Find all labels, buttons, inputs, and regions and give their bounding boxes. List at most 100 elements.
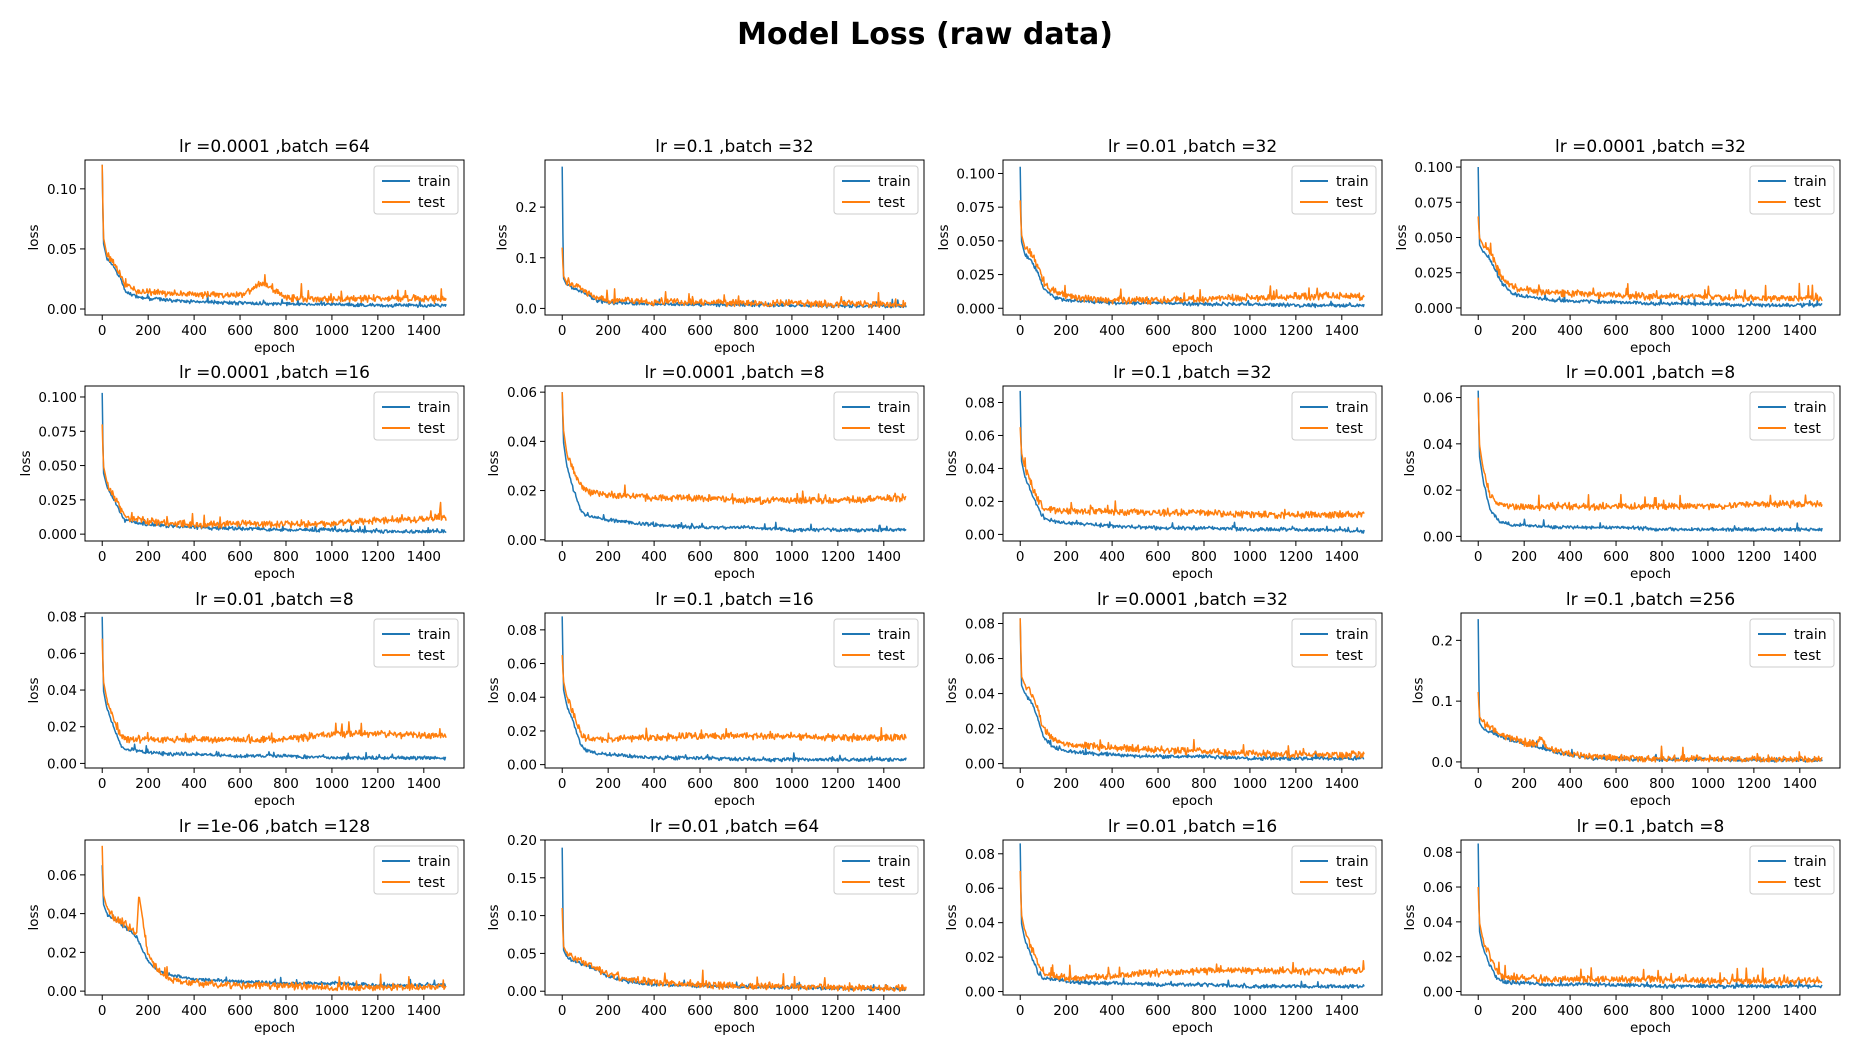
y-tick-label: 0.075: [956, 200, 995, 216]
legend-label-test: test: [1336, 648, 1363, 664]
x-tick-label: 1400: [1325, 1003, 1359, 1019]
x-axis-label: epoch: [1172, 566, 1213, 582]
y-tick-label: 0.00: [965, 985, 995, 1001]
y-tick-label: 0.000: [1414, 301, 1453, 317]
plot-frame: [544, 612, 925, 769]
y-axis-label: loss: [944, 904, 960, 930]
x-tick-label: 0: [1474, 1003, 1483, 1019]
y-axis-label: loss: [486, 904, 502, 930]
plot-frame: [1002, 612, 1383, 769]
x-tick-label: 1200: [1279, 1003, 1313, 1019]
x-tick-label: 0: [558, 776, 567, 792]
x-tick-label: 1000: [315, 549, 349, 565]
y-axis-label: loss: [494, 224, 510, 250]
x-tick-label: 200: [1053, 323, 1079, 339]
x-tick-label: 1000: [315, 776, 349, 792]
x-axis-label: epoch: [254, 340, 295, 356]
y-tick-label: 0.04: [507, 690, 537, 706]
series-line-test: [561, 655, 907, 743]
subplot-title: lr =0.001 ,batch =8: [1566, 363, 1735, 383]
legend-label-test: test: [878, 875, 905, 891]
y-tick-label: 0.10: [507, 909, 537, 925]
x-tick-label: 600: [227, 323, 253, 339]
x-axis-label: epoch: [254, 1020, 295, 1036]
y-tick-label: 0.02: [507, 484, 537, 500]
y-tick-label: 0.20: [507, 833, 537, 849]
y-tick-label: 0.08: [965, 395, 995, 411]
subplot-title: lr =0.01 ,batch =16: [1108, 817, 1277, 837]
x-tick-label: 1000: [1691, 549, 1725, 565]
y-tick-label: 0.06: [47, 646, 77, 662]
y-tick-label: 0.08: [965, 617, 995, 633]
x-tick-label: 200: [135, 323, 161, 339]
y-tick-label: 0.050: [1414, 231, 1453, 247]
x-axis-label: epoch: [1630, 340, 1671, 356]
x-tick-label: 1200: [821, 549, 855, 565]
x-tick-label: 600: [1145, 1003, 1171, 1019]
series-line-test: [561, 392, 907, 505]
legend-label-test: test: [1794, 875, 1821, 891]
plot-frame: [84, 839, 465, 996]
x-tick-label: 0: [558, 1003, 567, 1019]
x-tick-label: 0: [1016, 549, 1025, 565]
subplot-title: lr =0.0001 ,batch =32: [1555, 137, 1746, 157]
plot-frame: [1460, 839, 1841, 996]
y-tick-label: 0.04: [1423, 437, 1453, 453]
x-tick-label: 200: [595, 776, 621, 792]
y-tick-label: 0.05: [47, 242, 77, 258]
legend: train test: [1749, 845, 1835, 895]
x-tick-label: 1000: [1233, 323, 1267, 339]
x-tick-label: 800: [1649, 549, 1675, 565]
figure-title: Model Loss (raw data): [737, 17, 1113, 52]
x-tick-label: 400: [1557, 776, 1583, 792]
legend: train test: [373, 165, 459, 215]
subplot-title: lr =0.1 ,batch =256: [1566, 590, 1735, 610]
legend-label-test: test: [878, 195, 905, 211]
x-tick-label: 800: [273, 776, 299, 792]
subplot-title: lr =0.01 ,batch =64: [650, 817, 819, 837]
legend-label-train: train: [1794, 400, 1827, 416]
x-tick-label: 1200: [1279, 549, 1313, 565]
legend: train test: [1291, 618, 1377, 668]
y-tick-label: 0.00: [1423, 529, 1453, 545]
x-tick-label: 600: [687, 323, 713, 339]
x-tick-label: 0: [98, 776, 107, 792]
x-tick-label: 600: [1145, 776, 1171, 792]
subplot-10: 0 200 400 600 800 1000 1200 1400 0.00 0.02 0.04 0.0…: [486, 590, 925, 809]
x-tick-label: 800: [1191, 1003, 1217, 1019]
subplot-title: lr =0.01 ,batch =32: [1108, 137, 1277, 157]
x-tick-label: 800: [733, 549, 759, 565]
x-tick-label: 400: [181, 323, 207, 339]
y-tick-label: 0.08: [47, 610, 77, 626]
legend-label-test: test: [1794, 195, 1821, 211]
x-tick-label: 1400: [867, 323, 901, 339]
x-tick-label: 600: [1145, 549, 1171, 565]
legend-label-test: test: [878, 648, 905, 664]
y-tick-label: 0.04: [1423, 915, 1453, 931]
y-tick-label: 0.00: [507, 758, 537, 774]
x-tick-label: 800: [733, 776, 759, 792]
legend-label-train: train: [878, 627, 911, 643]
x-tick-label: 600: [227, 549, 253, 565]
x-tick-label: 1000: [1233, 1003, 1267, 1019]
y-tick-label: 0.02: [47, 945, 77, 961]
y-tick-label: 0.05: [507, 946, 537, 962]
x-tick-label: 0: [1016, 1003, 1025, 1019]
legend-label-test: test: [1336, 195, 1363, 211]
y-axis-label: loss: [1394, 224, 1410, 250]
x-tick-label: 400: [641, 776, 667, 792]
legend: train test: [1291, 165, 1377, 215]
subplot-title: lr =0.1 ,batch =16: [655, 590, 813, 610]
legend: train test: [833, 845, 919, 895]
x-tick-label: 800: [1191, 549, 1217, 565]
subplot-title: lr =0.1 ,batch =8: [1577, 817, 1725, 837]
legend-label-train: train: [878, 174, 911, 190]
x-tick-label: 0: [98, 549, 107, 565]
x-tick-label: 0: [98, 1003, 107, 1019]
x-tick-label: 1000: [1233, 549, 1267, 565]
series-line-test: [1477, 691, 1823, 763]
y-axis-label: loss: [486, 450, 502, 476]
plot-frame: [1002, 839, 1383, 996]
series-line-train: [101, 392, 447, 534]
y-tick-label: 0.04: [965, 687, 995, 703]
